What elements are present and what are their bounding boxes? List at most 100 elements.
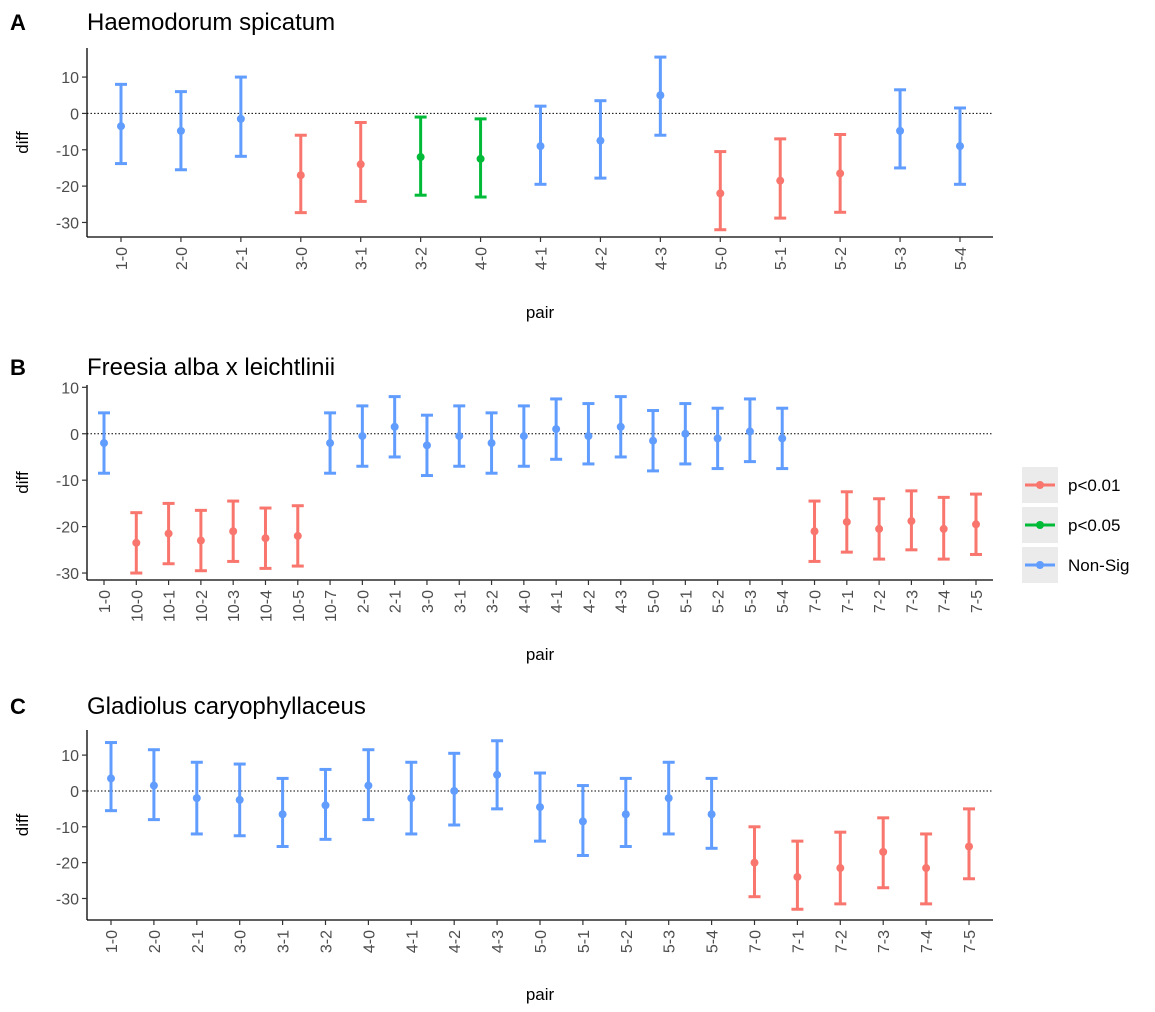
estimate-point	[939, 524, 948, 533]
x-tick-label: 10-0	[129, 590, 146, 622]
estimate-point	[713, 434, 722, 443]
x-tick-label: 4-1	[404, 930, 421, 953]
x-tick-label: 2-0	[174, 247, 191, 270]
estimate-point	[745, 427, 754, 436]
x-tick-label: 5-2	[833, 247, 850, 270]
estimate-point	[107, 774, 115, 783]
x-tick-label: 3-2	[319, 930, 336, 953]
x-tick-label: 5-3	[662, 930, 679, 953]
x-tick-label: 4-3	[490, 930, 507, 953]
estimate-point	[132, 538, 141, 547]
x-tick-label: 3-1	[276, 930, 293, 953]
y-tick-label: -20	[56, 179, 79, 196]
x-tick-label: 10-7	[323, 590, 340, 622]
estimate-point	[584, 432, 593, 441]
x-axis-title: pair	[526, 303, 555, 322]
x-tick-label: 3-2	[414, 247, 431, 270]
x-tick-label: 2-1	[388, 590, 405, 613]
panel-a: A Haemodorum spicatum 10 0 -10 -20 -30 diff 1-0 2…	[10, 9, 993, 322]
estimate-point	[100, 439, 108, 448]
x-tick-label: 7-4	[919, 930, 936, 953]
y-axis-title: diff	[13, 471, 32, 494]
legend-key-point	[1036, 521, 1044, 529]
y-tick-label: -10	[56, 143, 79, 160]
y-tick-label: 0	[70, 784, 79, 801]
x-tick-label: 2-0	[355, 590, 372, 613]
estimate-point	[836, 169, 845, 178]
estimate-point	[879, 847, 888, 856]
y-tick-label: -30	[56, 566, 79, 583]
panel-letter: C	[10, 694, 26, 719]
estimate-point	[810, 527, 819, 536]
estimate-point	[907, 517, 916, 526]
estimate-point	[793, 872, 802, 881]
estimate-point	[476, 154, 485, 163]
y-tick-label: -30	[56, 891, 79, 908]
x-tick-label: 4-2	[447, 930, 464, 953]
estimate-point	[176, 126, 185, 135]
panel-c: C Gladiolus caryophyllaceus 10 0 -10 -20 -30 di…	[10, 693, 993, 1004]
estimate-point	[972, 520, 980, 529]
estimate-point	[422, 441, 431, 450]
y-tick-label: -10	[56, 473, 79, 490]
estimate-point	[229, 527, 238, 536]
x-tick-label: 3-0	[420, 590, 437, 613]
estimate-point	[321, 801, 330, 810]
x-tick-label: 4-3	[653, 247, 670, 270]
x-tick-label: 7-5	[962, 930, 979, 953]
x-tick-label: 4-1	[534, 247, 551, 270]
estimate-point	[235, 795, 244, 804]
x-tick-label: 7-0	[808, 590, 825, 613]
x-tick-label: 3-1	[354, 247, 371, 270]
legend: p<0.01 p<0.05 Non-Sig	[1022, 467, 1129, 583]
x-tick-label: 10-2	[194, 590, 211, 622]
x-tick-label: 10-5	[291, 590, 308, 622]
legend-item-label: p<0.01	[1068, 476, 1120, 495]
x-tick-label: 3-2	[485, 590, 502, 613]
y-axis-title: diff	[13, 814, 32, 837]
x-tick-label: 3-0	[294, 247, 311, 270]
estimate-point	[778, 434, 787, 443]
x-tick-label: 7-1	[840, 590, 857, 613]
estimate-point	[896, 126, 905, 135]
estimate-point	[536, 803, 544, 812]
x-tick-label: 7-4	[937, 590, 954, 613]
estimate-point	[278, 810, 287, 819]
x-tick-label: 7-3	[904, 590, 921, 613]
panel-title: Freesia alba x leichtlinii	[87, 354, 335, 381]
estimate-point	[616, 422, 625, 431]
x-tick-label: 5-4	[953, 247, 970, 270]
estimate-point	[164, 529, 173, 538]
x-tick-label: 5-1	[773, 247, 790, 270]
estimate-point	[149, 781, 158, 790]
x-tick-label: 1-0	[97, 590, 114, 613]
x-tick-label: 4-3	[614, 590, 631, 613]
x-tick-label: 4-2	[593, 247, 610, 270]
estimate-point	[621, 810, 630, 819]
y-tick-label: 0	[70, 427, 79, 444]
x-axis-title: pair	[526, 645, 555, 664]
estimate-point	[455, 432, 464, 441]
estimate-point	[922, 864, 931, 873]
estimate-point	[293, 531, 302, 540]
x-tick-label: 5-4	[705, 930, 722, 953]
legend-key-point	[1036, 481, 1044, 489]
y-tick-label: -10	[56, 820, 79, 837]
panel-letter: A	[10, 10, 26, 35]
estimate-point	[407, 794, 416, 803]
estimate-point	[493, 770, 502, 779]
estimate-point	[875, 524, 884, 533]
legend-item-label: Non-Sig	[1068, 556, 1129, 575]
panel-b: B Freesia alba x leichtlinii 10 0 -10 -20 -30 d…	[10, 354, 993, 664]
estimate-point	[707, 810, 716, 819]
x-tick-label: 1-0	[114, 247, 131, 270]
legend-key-point	[1036, 561, 1044, 569]
estimate-point	[450, 786, 459, 795]
panel-title: Gladiolus caryophyllaceus	[87, 693, 366, 720]
x-tick-label: 3-1	[452, 590, 469, 613]
estimate-point	[664, 794, 673, 803]
x-tick-label: 2-1	[190, 930, 207, 953]
estimate-point	[965, 842, 973, 851]
estimate-point	[487, 439, 496, 448]
